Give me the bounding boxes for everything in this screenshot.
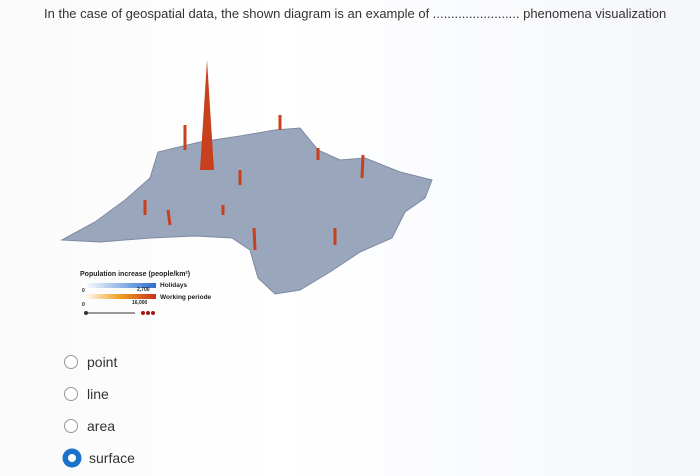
person-icon <box>141 311 145 315</box>
option[interactable]: surface <box>64 447 135 469</box>
scale-max: 16,000 <box>132 300 148 306</box>
person-icon <box>151 311 155 315</box>
radio-button[interactable] <box>64 450 80 466</box>
radio-button[interactable] <box>64 355 78 369</box>
radio-button[interactable] <box>64 419 78 433</box>
option[interactable]: area <box>64 415 115 437</box>
scale-label: Working periode <box>160 294 212 301</box>
scale-min: 0 <box>82 288 85 294</box>
option[interactable]: point <box>64 351 117 373</box>
option-label[interactable]: line <box>87 386 109 402</box>
person-icon <box>84 311 88 315</box>
person-icon <box>146 311 150 315</box>
map-surface <box>60 127 433 295</box>
scale-min: 0 <box>82 302 85 308</box>
scale-label: Holidays <box>160 282 187 289</box>
legend-title: Population increase (people/km²) <box>80 271 190 278</box>
option[interactable]: line <box>64 383 109 405</box>
option-label[interactable]: point <box>87 354 118 370</box>
option-label[interactable]: area <box>87 418 116 434</box>
option-label[interactable]: surface <box>89 450 135 466</box>
scale-max: 2,700 <box>137 287 150 293</box>
spikes <box>143 60 365 251</box>
radio-button[interactable] <box>64 387 78 401</box>
scale-bar <box>84 283 156 288</box>
scale-bar <box>84 294 156 299</box>
question: In the case of geospatial data, the show… <box>44 6 667 21</box>
